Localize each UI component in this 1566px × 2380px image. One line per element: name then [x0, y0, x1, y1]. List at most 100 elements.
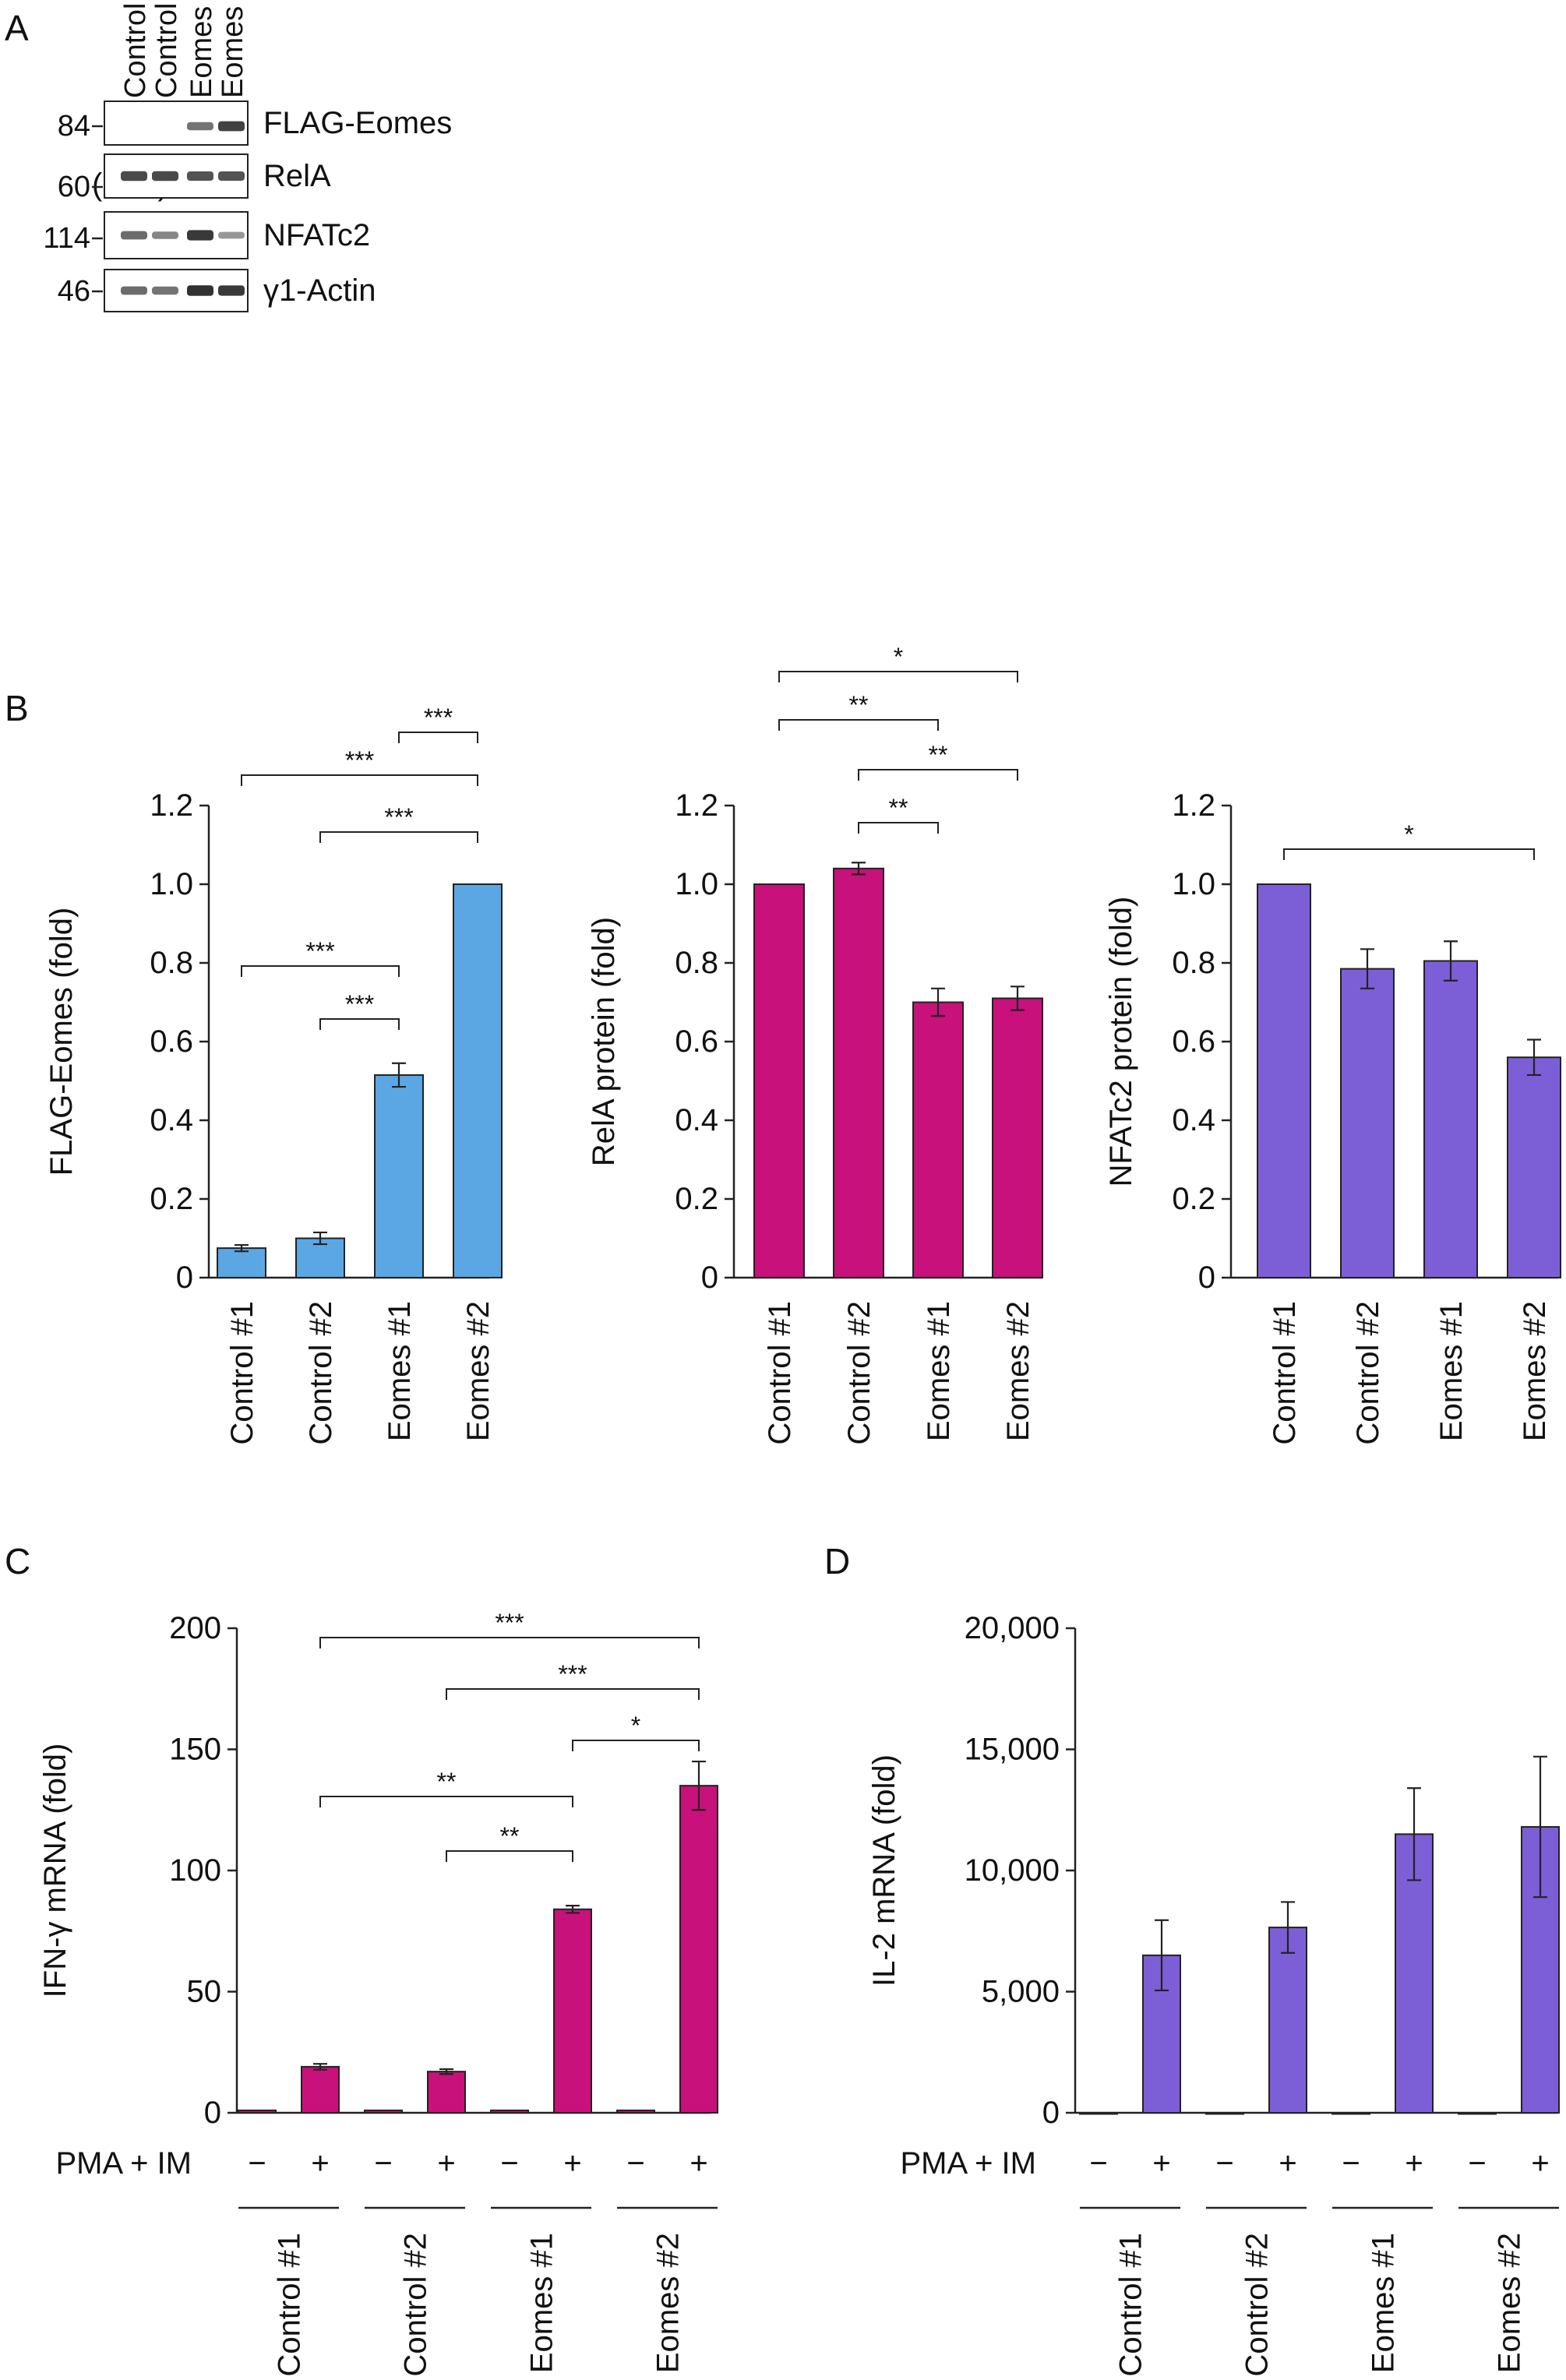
panel-label-c: C — [5, 1541, 30, 1581]
group-label: Control #1 — [1114, 2233, 1148, 2377]
bar — [1340, 968, 1395, 1278]
significance-label: *** — [558, 1660, 587, 1688]
bar — [1268, 1927, 1307, 2114]
bar — [553, 1908, 592, 2114]
y-tick-label: 0.8 — [150, 946, 193, 980]
treatment-sign: + — [1152, 2146, 1170, 2181]
y-tick-label: 20,000 — [965, 1611, 1060, 1645]
y-tick-label: 1.0 — [675, 867, 718, 901]
y-tick-label: 0.2 — [150, 1182, 193, 1216]
y-axis-label: IFN-γ mRNA (fold) — [38, 1744, 72, 1998]
blot-band — [152, 231, 178, 239]
treatment-sign: − — [1342, 2146, 1360, 2181]
x-category-label: Control #2 — [842, 1301, 876, 1445]
treatment-sign: − — [248, 2146, 266, 2181]
bar — [301, 2065, 340, 2114]
y-tick-label: 0 — [1042, 2096, 1060, 2130]
treatment-sign: + — [311, 2146, 329, 2181]
significance-bracket — [858, 769, 1018, 781]
treatment-sign: − — [1215, 2146, 1233, 2181]
group-label: Eomes #2 — [651, 2233, 686, 2373]
y-tick-label: 0 — [204, 2096, 221, 2130]
marker-kda: 46 — [58, 275, 90, 308]
marker-kda: 60 — [58, 171, 90, 203]
y-tick-label: 1.2 — [1172, 788, 1215, 823]
significance-bracket — [446, 1850, 573, 1862]
bar — [833, 867, 884, 1279]
y-tick-label: 0.4 — [675, 1103, 718, 1137]
x-category-label: Eomes #2 — [1001, 1301, 1035, 1441]
significance-bracket — [446, 1688, 700, 1700]
blot-band — [187, 171, 213, 181]
x-category-label: Eomes #2 — [461, 1301, 496, 1441]
western-blots: 84 FLAG-Eomes 60 RelA 114 NFATc2 46 γ1-Actin — [43, 100, 452, 312]
y-axis-label: FLAG-Eomes (fold) — [44, 908, 79, 1176]
bar — [374, 1074, 424, 1279]
blot-band — [218, 171, 245, 181]
y-tick-label: 0.2 — [675, 1182, 718, 1216]
bar — [1507, 1056, 1561, 1278]
group-label: Control #2 — [1240, 2233, 1275, 2377]
y-tick-label: 1.2 — [150, 788, 193, 823]
x-category-label: Control #2 — [1351, 1301, 1385, 1445]
significance-bracket — [572, 1740, 700, 1751]
significance-bracket — [319, 1637, 700, 1648]
significance-label: *** — [384, 803, 413, 831]
lane-label: Eomes #2 — [217, 0, 249, 98]
significance-label: * — [631, 1712, 640, 1740]
y-tick-label: 200 — [169, 1611, 221, 1645]
treatment-sign: − — [1468, 2146, 1486, 2181]
y-tick-label: 5,000 — [982, 1975, 1060, 2009]
bar — [1257, 883, 1311, 1278]
treatment-sign: + — [690, 2146, 707, 2181]
significance-bracket — [778, 719, 939, 731]
treatment-sign: − — [374, 2146, 392, 2181]
significance-bracket — [319, 831, 478, 843]
blot-band — [218, 121, 245, 132]
blot-protein-label: NFATc2 — [263, 218, 370, 252]
y-tick-label: 100 — [169, 1853, 221, 1888]
x-category-label: Eomes #1 — [922, 1301, 956, 1441]
bar — [992, 997, 1043, 1278]
y-tick-label: 0 — [701, 1261, 718, 1295]
group-label: Eomes #1 — [525, 2233, 559, 2373]
x-category-label: Control #1 — [763, 1301, 797, 1445]
treatment-sign: − — [1089, 2146, 1107, 2181]
bar — [679, 1785, 718, 2114]
y-axis-label: NFATc2 protein (fold) — [1104, 897, 1138, 1187]
blot-protein-label: RelA — [263, 159, 331, 193]
x-category-label: Eomes #1 — [383, 1301, 417, 1441]
y-tick-label: 150 — [169, 1733, 221, 1767]
lane-label: Control #1 — [119, 0, 152, 98]
x-category-label: Eomes #2 — [1518, 1301, 1552, 1441]
significance-bracket — [778, 671, 1018, 682]
significance-label: * — [894, 643, 903, 671]
lane-label: Control #2 — [150, 0, 183, 98]
significance-label: ** — [500, 1822, 520, 1850]
y-tick-label: 10,000 — [965, 1853, 1060, 1888]
marker-kda: 114 — [43, 222, 90, 255]
y-tick-label: 0.6 — [1172, 1024, 1215, 1059]
blot-band — [152, 171, 178, 182]
blot-band — [187, 230, 213, 241]
significance-label: *** — [305, 937, 334, 965]
significance-label: *** — [345, 746, 374, 774]
treatment-sign: − — [626, 2146, 644, 2181]
blot-protein-label: FLAG-Eomes — [263, 106, 452, 140]
significance-label: * — [1404, 820, 1413, 848]
x-category-label: Control #1 — [225, 1301, 259, 1445]
treatment-sign: + — [1279, 2146, 1296, 2181]
blot-band — [121, 171, 147, 182]
treatment-sign: + — [437, 2146, 455, 2181]
bar — [364, 2109, 403, 2114]
significance-bracket — [241, 774, 478, 786]
bar — [912, 1001, 964, 1278]
significance-label: ** — [849, 691, 869, 719]
x-category-label: Control #2 — [304, 1301, 338, 1445]
chart-flag-eomes: 0 0.2 0.4 0.6 0.8 1.0 1.2 FLAG-Eomes (fold) *** *… — [44, 703, 503, 1445]
y-tick-label: 0.8 — [1172, 946, 1215, 980]
chart-il2-mrna: 0 5,000 10,000 15,000 20,000 IL-2 mRNA (fold)… — [867, 1611, 1560, 2377]
y-tick-label: 0.4 — [1172, 1103, 1215, 1137]
